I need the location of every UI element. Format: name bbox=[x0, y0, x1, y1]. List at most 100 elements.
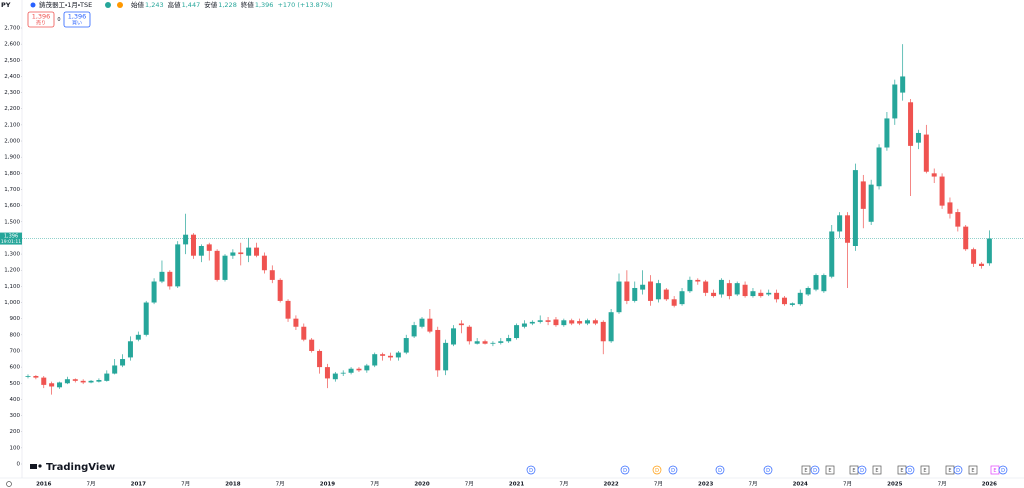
candle-body bbox=[514, 325, 520, 339]
y-tick-label: 2,200 bbox=[4, 106, 20, 112]
event-label: E bbox=[875, 468, 878, 474]
candle-body bbox=[648, 281, 654, 301]
buy-button[interactable] bbox=[63, 11, 91, 28]
x-tick-label: 7月 bbox=[559, 481, 568, 488]
candle-body bbox=[230, 252, 236, 256]
candle-body bbox=[175, 244, 181, 287]
x-tick-label: 2021 bbox=[509, 482, 524, 488]
candle-body bbox=[616, 281, 622, 313]
event-label: D bbox=[623, 468, 627, 474]
ohlc-label: 始値 bbox=[131, 0, 145, 9]
sell-price: 1,396 bbox=[32, 13, 51, 21]
event-label: D bbox=[655, 468, 659, 474]
candle-body bbox=[498, 341, 504, 343]
ohlc-value: +170 (+13.87%) bbox=[277, 1, 332, 9]
event-label: E bbox=[948, 468, 951, 474]
candle-body bbox=[963, 226, 969, 250]
event-label: D bbox=[718, 468, 722, 474]
candle-body bbox=[490, 342, 496, 344]
candle-body bbox=[923, 134, 929, 172]
candle-body bbox=[711, 292, 717, 297]
y-tick-label: 2,100 bbox=[4, 122, 20, 128]
event-marker bbox=[715, 465, 725, 475]
y-tick-label: 1,300 bbox=[4, 252, 20, 258]
ohlc-label: 高値 bbox=[168, 0, 182, 9]
logo: TradingView bbox=[30, 462, 115, 473]
candle-body bbox=[726, 283, 732, 297]
candle-body bbox=[521, 323, 527, 327]
candle-body bbox=[632, 287, 638, 301]
x-tick-label: 2020 bbox=[414, 482, 429, 488]
candle-body bbox=[781, 297, 787, 305]
y-tick-label: 1,600 bbox=[4, 203, 20, 209]
status-dot bbox=[117, 2, 123, 8]
candle-body bbox=[986, 238, 992, 264]
event-marker[interactable] bbox=[872, 465, 882, 475]
buy-price: 1,396 bbox=[68, 13, 87, 21]
x-tick-label: 2016 bbox=[36, 482, 51, 488]
candle-body bbox=[474, 341, 480, 344]
candle-body bbox=[545, 320, 551, 322]
candle-body bbox=[939, 176, 945, 206]
candle-body bbox=[49, 383, 55, 387]
candle-body bbox=[159, 271, 165, 282]
x-tick-label: 7月 bbox=[654, 481, 663, 488]
y-tick-label: 600 bbox=[10, 365, 21, 371]
event-label: D bbox=[1001, 468, 1005, 474]
y-tick-label: 1,000 bbox=[4, 300, 20, 306]
settings-icon[interactable] bbox=[6, 481, 12, 487]
x-tick-label: 7月 bbox=[843, 481, 852, 488]
candle-body bbox=[758, 292, 764, 297]
candle-body bbox=[451, 328, 457, 345]
y-tick-label: 2,400 bbox=[4, 74, 20, 80]
ohlc-value: 1,396 bbox=[255, 1, 274, 9]
candle-body bbox=[884, 118, 890, 148]
candle-body bbox=[435, 329, 441, 371]
candle-body bbox=[915, 132, 921, 143]
event-marker bbox=[810, 465, 820, 475]
event-label: D bbox=[908, 468, 912, 474]
y-tick-label: 500 bbox=[10, 381, 21, 387]
sell-button[interactable] bbox=[27, 11, 55, 28]
candle-body bbox=[734, 283, 740, 295]
candle-body bbox=[277, 279, 283, 301]
candle-body bbox=[261, 255, 267, 271]
event-marker bbox=[953, 465, 963, 475]
y-tick-label: 2,300 bbox=[4, 90, 20, 96]
event-marker[interactable] bbox=[825, 465, 835, 475]
x-tick-label: 2022 bbox=[603, 482, 618, 488]
candle-body bbox=[293, 318, 299, 327]
ohlc-label: 終値 bbox=[241, 0, 255, 9]
candle-body bbox=[88, 380, 94, 383]
candle-body bbox=[663, 289, 669, 300]
candle-body bbox=[403, 338, 409, 353]
candle-body bbox=[246, 247, 252, 256]
x-tick-label: 2017 bbox=[131, 482, 146, 488]
candle-body bbox=[892, 84, 898, 119]
candle-body bbox=[569, 320, 575, 324]
event-marker[interactable] bbox=[968, 465, 978, 475]
candle-body bbox=[978, 263, 984, 267]
candle-body bbox=[419, 318, 425, 327]
candle-body bbox=[482, 341, 488, 344]
candle-body bbox=[553, 319, 559, 326]
candle-body bbox=[655, 283, 661, 300]
y-tick-label: 800 bbox=[10, 332, 21, 338]
x-tick-label: 2025 bbox=[887, 482, 902, 488]
candle-body bbox=[332, 373, 338, 380]
candle-body bbox=[96, 380, 102, 382]
event-marker[interactable] bbox=[920, 465, 930, 475]
x-tick-label: 7月 bbox=[938, 481, 947, 488]
candle-body bbox=[718, 279, 724, 295]
candle-body bbox=[821, 275, 827, 292]
symbol-title[interactable]: 鋳茂器工・1月・TSE bbox=[39, 0, 92, 9]
event-label: E bbox=[852, 468, 855, 474]
candle-body bbox=[640, 284, 646, 290]
y-tick-label: 2,000 bbox=[4, 139, 20, 145]
candle-body bbox=[214, 250, 220, 280]
event-marker bbox=[857, 465, 867, 475]
event-label: D bbox=[529, 468, 533, 474]
event-marker[interactable] bbox=[801, 465, 811, 475]
